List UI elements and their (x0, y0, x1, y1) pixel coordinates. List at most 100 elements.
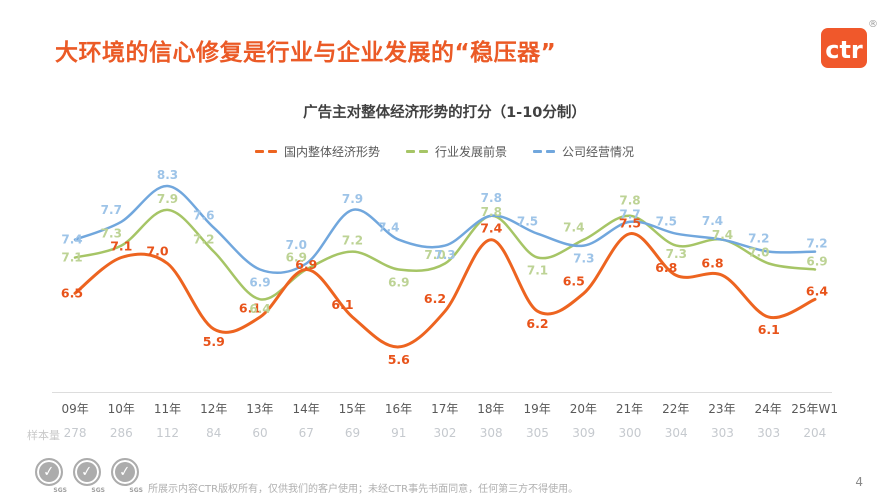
sample-size-value: 278 (63, 426, 87, 440)
sgs-ring-icon: ✓ (35, 458, 63, 486)
legend-dash-icon (405, 150, 415, 153)
data-label: 7.6 (193, 209, 214, 223)
legend-line-swatch (254, 150, 281, 153)
data-label: 7.5 (656, 215, 677, 229)
chart-legend: 国内整体经济形势 行业发展前景 公司经营情况 (0, 143, 889, 160)
data-label: 6.8 (701, 255, 723, 270)
data-label: 7.5 (619, 216, 641, 231)
legend-line-swatch (405, 150, 432, 153)
sgs-badge-label: SGS (129, 487, 143, 494)
sample-size-value: 286 (109, 426, 133, 440)
data-label: 6.1 (239, 301, 261, 316)
data-label: 6.5 (563, 273, 585, 288)
x-axis-label: 17年 (431, 402, 459, 416)
data-label: 7.2 (342, 234, 363, 248)
data-label: 7.4 (563, 221, 584, 235)
data-label: 6.9 (806, 255, 827, 269)
sample-size-value: 112 (156, 426, 180, 440)
legend-dash-icon (546, 150, 555, 153)
data-label: 7.3 (573, 252, 594, 266)
x-axis-label: 20年 (569, 402, 597, 416)
chart-title: 广告主对整体经济形势的打分（1-10分制） (303, 105, 586, 121)
x-axis-label: 13年 (246, 402, 274, 416)
page-title: 大环境的信心修复是行业与企业发展的“稳压器” (55, 40, 557, 66)
data-label: 7.0 (748, 246, 769, 260)
sample-size-value: 302 (433, 426, 457, 440)
x-axis-label: 24年 (754, 402, 782, 416)
legend-label: 公司经营情况 (562, 145, 635, 159)
sample-size-value: 300 (618, 426, 642, 440)
data-label: 7.4 (702, 214, 723, 228)
copyright-disclaimer: 所展示内容CTR版权所有，仅供我们的客户使用；未经CTR事先书面同意，任何第三方… (148, 484, 579, 495)
check-icon: ✓ (80, 463, 94, 481)
data-label: 7.0 (424, 248, 445, 262)
x-axis-label: 12年 (200, 402, 228, 416)
series-line-2 (73, 184, 817, 275)
x-axis-line (52, 392, 832, 393)
x-axis-label: 22年 (662, 402, 690, 416)
check-icon: ✓ (118, 463, 132, 481)
legend-item-0: 国内整体经济形势 (254, 143, 380, 160)
data-label: 7.4 (61, 233, 82, 247)
sample-size-value: 309 (572, 426, 596, 440)
data-label: 7.4 (378, 221, 399, 235)
legend-item-2: 公司经营情况 (533, 143, 634, 160)
check-icon: ✓ (42, 463, 56, 481)
ctr-logo: ctr (821, 28, 867, 68)
sample-size-value: 84 (206, 426, 222, 440)
data-label: 7.0 (286, 238, 307, 252)
data-label: 7.0 (146, 244, 168, 259)
data-label: 6.1 (331, 297, 353, 312)
x-axis-label: 18年 (477, 402, 505, 416)
sample-size-value: 69 (344, 426, 361, 440)
sample-size-value: 305 (526, 426, 549, 440)
sgs-certification-badges: ✓ SGS ✓ SGS ✓ SGS (35, 458, 144, 496)
sgs-badge-icon: ✓ SGS (73, 458, 106, 496)
data-label: 7.3 (666, 247, 687, 261)
sgs-ring-icon: ✓ (73, 458, 101, 486)
data-label: 6.9 (388, 276, 409, 290)
data-label: 7.7 (101, 203, 122, 217)
data-label: 7.9 (342, 192, 363, 206)
sgs-ring-icon: ✓ (111, 458, 139, 486)
x-axis-label: 19年 (523, 402, 551, 416)
data-label: 7.9 (157, 192, 178, 206)
registered-trademark-icon: ® (868, 19, 878, 30)
sgs-badge-icon: ✓ SGS (35, 458, 68, 496)
legend-line-swatch (533, 150, 559, 153)
page-number: 4 (855, 475, 863, 489)
data-label: 7.2 (748, 232, 769, 246)
data-label: 7.2 (193, 233, 214, 247)
sample-size-value: 204 (803, 426, 827, 440)
sgs-badge-label: SGS (53, 487, 67, 494)
data-label: 7.1 (110, 239, 132, 254)
legend-dash-icon (533, 150, 542, 153)
x-axis-label: 09年 (61, 402, 89, 416)
data-label: 7.3 (434, 248, 455, 262)
data-label: 7.8 (481, 191, 502, 205)
series-line-0 (73, 232, 817, 349)
legend-dash-icon (418, 150, 428, 153)
legend-dash-icon (254, 150, 264, 153)
x-axis-label: 11年 (153, 402, 182, 416)
sample-size-value: 67 (298, 426, 314, 440)
x-axis-label: 16年 (384, 402, 413, 416)
sample-sizes-row: 278 286 112 84 60 67 69 91 302 308 305 309 300 304 303… (52, 426, 838, 440)
data-label: 5.9 (203, 334, 225, 349)
data-label: 7.7 (619, 207, 640, 221)
data-label: 6.9 (249, 276, 270, 290)
data-label: 8.3 (157, 168, 178, 182)
data-label: 6.4 (806, 283, 828, 298)
data-label: 6.1 (758, 322, 780, 337)
legend-label: 行业发展前景 (434, 145, 507, 159)
sgs-badge-icon: ✓ SGS (111, 458, 144, 496)
x-axis-label: 25年W1 (791, 402, 839, 416)
data-label: 7.2 (806, 237, 827, 251)
x-axis-label: 10年 (107, 402, 135, 416)
sample-size-value: 308 (479, 426, 503, 440)
x-axis-label: 23年 (708, 402, 736, 416)
data-label: 6.4 (249, 302, 270, 316)
legend-dash-icon (267, 150, 277, 153)
data-label: 7.3 (101, 227, 122, 241)
